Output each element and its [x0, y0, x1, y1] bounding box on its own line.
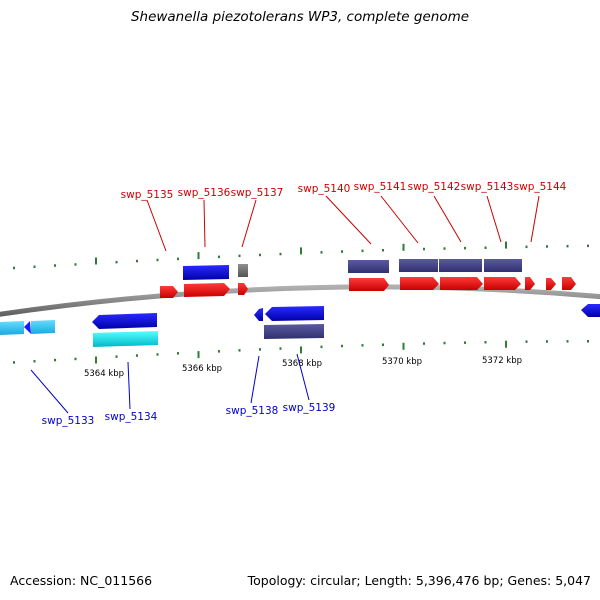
feature-swp-5136-outer[interactable]	[183, 265, 229, 280]
feature-swp-5137[interactable]	[238, 283, 248, 295]
feature-swp-5137-outer[interactable]	[238, 264, 248, 277]
topology-summary: Topology: circular; Length: 5,396,476 bp…	[247, 573, 591, 588]
gene-label-swp-5141[interactable]: swp_5141	[354, 181, 407, 193]
scale-label-5366: 5366 kbp	[182, 364, 222, 374]
outer-tick-row	[13, 241, 589, 270]
feature-swp-5140[interactable]	[349, 278, 389, 291]
gene-label-swp-5135[interactable]: swp_5135	[121, 189, 174, 201]
feature-swp-5143[interactable]	[484, 277, 521, 290]
feature-swp-5138[interactable]	[254, 308, 263, 321]
feature-swp-5133-arrow[interactable]	[24, 321, 31, 334]
gene-label-swp-5140[interactable]: swp_5140	[298, 183, 351, 195]
scale-label-5368: 5368 kbp	[282, 359, 322, 369]
feature-swp-5133-tail[interactable]	[31, 320, 55, 334]
feature-swp-5141[interactable]	[400, 277, 439, 290]
gene-label-swp-5143[interactable]: swp_5143	[461, 181, 514, 193]
gene-label-swp-5139[interactable]: swp_5139	[283, 402, 336, 414]
feature-swp-5139-inner[interactable]	[264, 324, 324, 339]
feature-forward-small-1[interactable]	[546, 278, 556, 290]
inner-tick-row	[13, 340, 589, 364]
feature-swp-5134[interactable]	[92, 313, 157, 329]
feature-swp-5139[interactable]	[265, 306, 324, 321]
gene-label-swp-5142[interactable]: swp_5142	[408, 181, 461, 193]
gene-label-swp-5137[interactable]: swp_5137	[231, 187, 284, 199]
gene-label-swp-5136[interactable]: swp_5136	[178, 187, 231, 199]
feature-reverse-right-edge[interactable]	[581, 304, 600, 317]
feature-swp-5142-outer[interactable]	[439, 259, 482, 272]
feature-swp-5144[interactable]	[525, 277, 535, 290]
feature-swp-5143-outer[interactable]	[484, 259, 522, 272]
feature-swp-5140-outer[interactable]	[348, 260, 389, 273]
feature-swp-5142[interactable]	[440, 277, 483, 290]
genome-backbone	[0, 284, 600, 317]
feature-swp-5135[interactable]	[160, 286, 178, 298]
feature-swp-5136[interactable]	[184, 283, 230, 297]
top-leader-lines	[146, 195, 540, 252]
gene-label-swp-5144[interactable]: swp_5144	[514, 181, 567, 193]
scale-label-5364: 5364 kbp	[84, 369, 124, 379]
feature-forward-small-2[interactable]	[562, 277, 576, 290]
feature-swp-5134-inner[interactable]	[93, 331, 158, 347]
gene-label-swp-5138[interactable]: swp_5138	[226, 405, 279, 417]
scale-label-5372: 5372 kbp	[482, 356, 522, 366]
feature-swp-5141-outer[interactable]	[399, 259, 438, 272]
feature-swp-5133[interactable]	[0, 321, 24, 335]
gene-label-swp-5133[interactable]: swp_5133	[42, 415, 95, 427]
accession-label: Accession: NC_011566	[10, 573, 153, 588]
genome-title: Shewanella piezotolerans WP3, complete g…	[130, 9, 470, 25]
bottom-leader-lines	[30, 353, 310, 414]
gene-label-swp-5134[interactable]: swp_5134	[105, 411, 158, 423]
scale-label-5370: 5370 kbp	[382, 357, 422, 367]
